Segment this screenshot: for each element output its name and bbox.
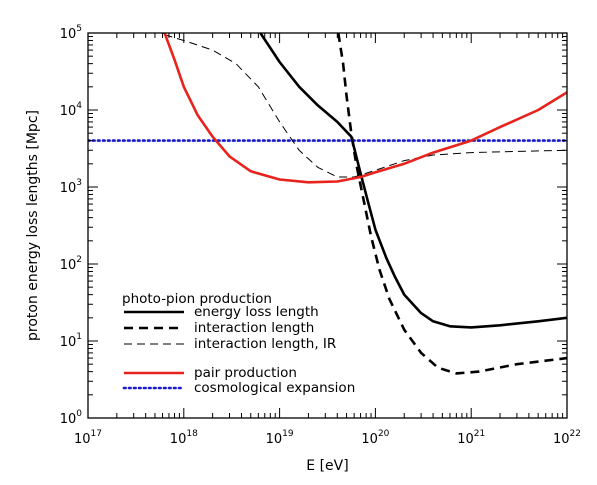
legend-label-energy-loss-length: energy loss length	[194, 304, 319, 320]
tick-layer: 1017 1018 1019 1020 1021 10221001011021031041…	[60, 24, 581, 447]
y-axis-title: proton energy loss lengths [Mpc]	[25, 110, 41, 341]
y-tick-exponent: 0	[76, 409, 82, 419]
x-tick-base: 10	[266, 432, 283, 447]
legend-label-cosmological-expansion: cosmological expansion	[194, 380, 355, 396]
legend-label-pair-production: pair production	[194, 365, 297, 381]
x-tick-label: 1019	[266, 429, 294, 447]
x-tick-label: 1020	[361, 429, 389, 447]
legend-label-interaction-length: interaction length	[194, 320, 314, 336]
x-tick-label: 1017	[74, 429, 102, 447]
legend-label-interaction-length-ir: interaction length, IR	[194, 336, 336, 352]
plot-frame	[87, 32, 568, 419]
x-tick-base: 10	[457, 432, 474, 447]
x-tick-base: 10	[74, 432, 91, 447]
y-tick-label: 104	[60, 101, 83, 119]
x-tick-exponent: 20	[378, 429, 390, 439]
y-tick-base: 10	[60, 27, 77, 42]
series-layer	[88, 33, 567, 375]
x-tick-exponent: 18	[186, 429, 198, 439]
y-tick-base: 10	[60, 258, 77, 273]
y-tick-base: 10	[60, 104, 77, 119]
y-tick-base: 10	[60, 335, 77, 350]
y-tick-exponent: 5	[76, 24, 82, 34]
y-tick-label: 101	[60, 332, 82, 350]
x-tick-base: 10	[553, 432, 570, 447]
x-tick-label: 1018	[170, 429, 198, 447]
y-tick-label: 105	[60, 24, 82, 42]
x-tick-base: 10	[361, 432, 378, 447]
x-tick-label: 1021	[457, 429, 485, 447]
y-tick-label: 102	[60, 255, 82, 273]
x-tick-exponent: 19	[282, 429, 294, 439]
y-tick-exponent: 2	[76, 255, 82, 265]
y-tick-base: 10	[60, 412, 77, 427]
x-tick-base: 10	[170, 432, 187, 447]
series-pair-production	[163, 33, 567, 184]
x-tick-exponent: 22	[570, 429, 581, 439]
y-tick-exponent: 4	[76, 101, 82, 111]
x-axis-title: E [eV]	[306, 458, 348, 474]
y-tick-exponent: 1	[76, 332, 82, 342]
series-energy-loss-length	[259, 33, 567, 329]
y-tick-exponent: 3	[76, 178, 82, 188]
legend: photo-pion production energy loss length…	[122, 291, 355, 396]
legend-heading: photo-pion production	[122, 291, 272, 307]
x-tick-label: 1022	[553, 429, 581, 447]
y-tick-label: 100	[60, 409, 83, 427]
series-interaction-length	[337, 33, 567, 375]
x-tick-exponent: 17	[91, 429, 102, 439]
x-tick-exponent: 21	[474, 429, 485, 439]
y-tick-base: 10	[60, 181, 77, 196]
series-interaction-length-ir	[164, 34, 567, 178]
y-tick-label: 103	[60, 178, 82, 196]
